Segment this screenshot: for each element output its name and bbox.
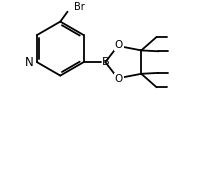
Text: O: O	[115, 74, 123, 84]
Text: B: B	[102, 57, 109, 67]
Text: N: N	[25, 56, 34, 69]
Text: Br: Br	[74, 2, 84, 12]
Text: O: O	[115, 40, 123, 50]
